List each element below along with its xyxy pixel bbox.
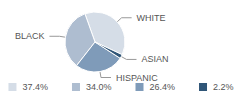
- svg-text:2.2%: 2.2%: [213, 82, 234, 92]
- svg-text:WHITE: WHITE: [137, 13, 166, 23]
- svg-text:34.0%: 34.0%: [86, 82, 112, 92]
- svg-text:HISPANIC: HISPANIC: [116, 72, 158, 83]
- svg-text:26.4%: 26.4%: [150, 82, 176, 92]
- svg-text:BLACK: BLACK: [15, 31, 45, 41]
- svg-text:ASIAN: ASIAN: [141, 54, 168, 64]
- svg-text:37.4%: 37.4%: [22, 82, 48, 92]
